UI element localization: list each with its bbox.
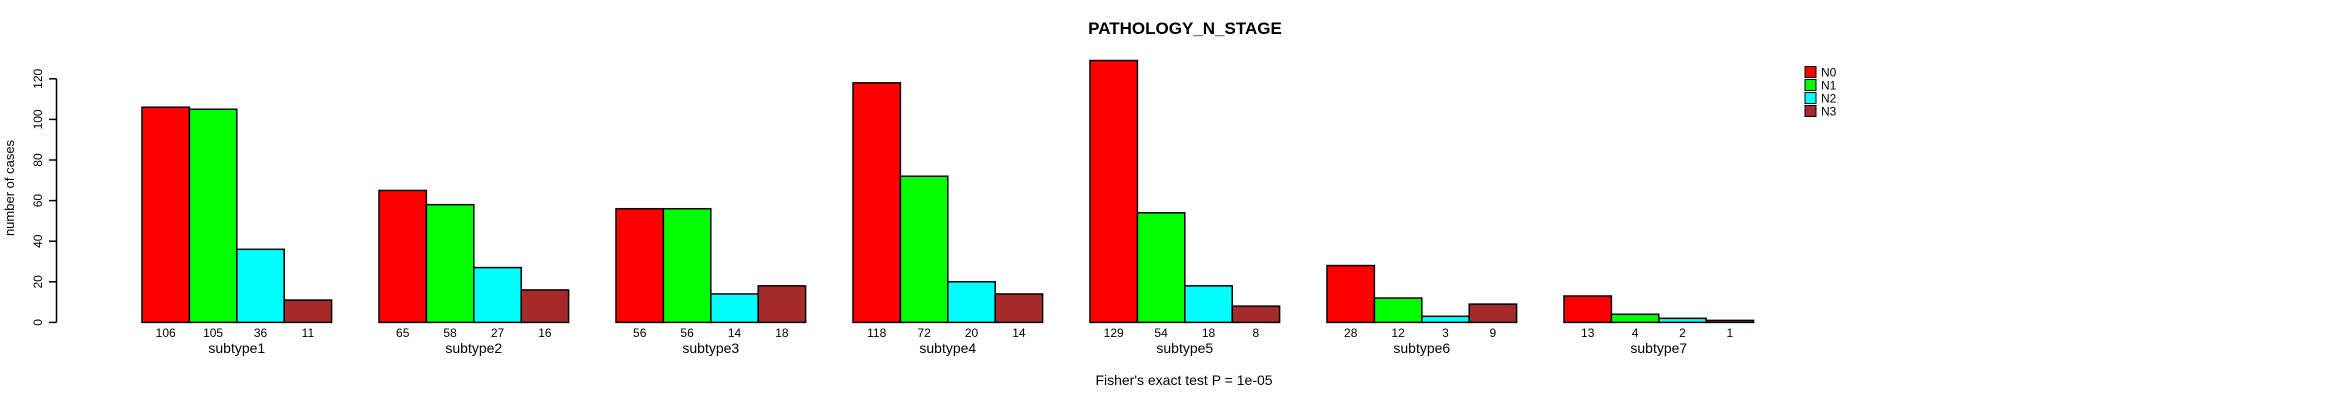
bar-n3-subtype1 [283,299,333,324]
bar-value-label: 1 [1727,326,1734,340]
bar-n3-subtype2 [520,289,570,324]
y-tick-label: 60 [31,194,45,208]
category-label-subtype7: subtype7 [1630,340,1687,356]
y-tick-label: 100 [31,109,45,129]
bar-value-label: 11 [302,326,315,340]
bar-n0-subtype1 [141,106,191,324]
bar-n2-subtype5 [1184,285,1233,324]
bar-value-label: 105 [203,326,223,340]
y-axis-label: number of cases [2,139,17,236]
bar-n0-subtype7 [1563,295,1613,324]
bar-value-label: 20 [965,326,979,340]
y-tick-label: 20 [31,275,45,289]
category-labels: subtype1 subtype2 subtype3 subtype4 subtype5… [208,340,1687,356]
bar-n1-subtype4 [899,175,949,324]
bar-value-label: 18 [1202,326,1216,340]
bar-n2-subtype2 [473,266,522,324]
y-axis: 0 20 40 60 80 100 120 [31,68,58,326]
statistical-test-annotation: Fisher's exact test P = 1e-05 [1095,372,1272,388]
bar-n3-subtype4 [994,293,1044,324]
legend-swatch-n2 [1804,92,1817,104]
bar-n1-subtype3 [662,207,712,324]
bar-n0-subtype2 [378,189,428,324]
bar-n2-subtype4 [947,281,996,324]
bar-value-label: 8 [1253,326,1260,340]
chart-title: PATHOLOGY_N_STAGE [1088,19,1282,38]
bar-n0-subtype3 [615,207,665,324]
bar-n1-subtype1 [188,108,238,324]
bar-n1-subtype7 [1610,313,1660,324]
bar-value-label: 72 [917,326,931,340]
bar-value-label: 58 [443,326,457,340]
category-label-subtype4: subtype4 [919,340,976,356]
bar-value-label: 27 [491,326,505,340]
legend-swatch-n0 [1804,66,1817,78]
bar-value-label: 106 [156,326,176,340]
bar-value-label: 28 [1344,326,1358,340]
category-label-subtype3: subtype3 [682,340,739,356]
bar-value-label: 118 [867,326,886,340]
bar-n2-subtype6 [1421,315,1470,324]
bar-value-label: 18 [775,326,789,340]
bar-n0-subtype5 [1089,59,1139,324]
bar-value-labels: 106 105 36 11 65 58 27 16 56 56 14 18 118 72 20 14 129 54… [156,326,1734,340]
bar-value-label: 3 [1442,326,1449,340]
bar-n1-subtype2 [425,203,475,324]
bar-value-label: 54 [1154,326,1168,340]
bar-value-label: 13 [1581,326,1595,340]
bar-value-label: 14 [728,326,742,340]
legend-label-n2: N2 [1821,92,1837,106]
bar-n0-subtype4 [852,82,902,324]
bar-value-label: 56 [633,326,647,340]
bar-value-label: 56 [680,326,694,340]
bar-value-label: 2 [1679,326,1686,340]
bar-n3-subtype5 [1231,305,1281,324]
bar-n3-subtype7 [1705,319,1755,324]
bar-value-label: 36 [254,326,268,340]
bar-value-label: 129 [1104,326,1124,340]
bar-groups [141,59,1755,324]
legend-swatch-n1 [1804,79,1817,91]
bar-n3-subtype6 [1468,303,1518,324]
bar-n1-subtype6 [1373,297,1423,324]
bar-n3-subtype3 [757,285,807,324]
category-label-subtype1: subtype1 [208,340,265,356]
y-tick-label: 80 [31,153,45,167]
legend-label-n0: N0 [1821,66,1837,80]
legend-swatch-n3 [1804,105,1817,117]
bar-value-label: 65 [396,326,410,340]
bar-value-label: 4 [1632,326,1639,340]
bar-n2-subtype1 [236,248,285,324]
bar-value-label: 14 [1012,326,1026,340]
legend-label-n3: N3 [1821,105,1837,119]
bar-n2-subtype7 [1658,317,1707,324]
category-label-subtype5: subtype5 [1156,340,1213,356]
bar-n0-subtype6 [1326,264,1376,324]
category-label-subtype6: subtype6 [1393,340,1450,356]
y-tick-label: 40 [31,234,45,248]
bar-value-label: 12 [1391,326,1405,340]
bar-value-label: 9 [1490,326,1497,340]
legend-label-n1: N1 [1821,79,1837,93]
category-label-subtype2: subtype2 [445,340,502,356]
bar-n2-subtype3 [710,293,759,324]
y-tick-label: 120 [31,68,45,88]
bar-n1-subtype5 [1136,212,1186,324]
y-tick-label: 0 [31,319,45,326]
bar-value-label: 16 [538,326,552,340]
